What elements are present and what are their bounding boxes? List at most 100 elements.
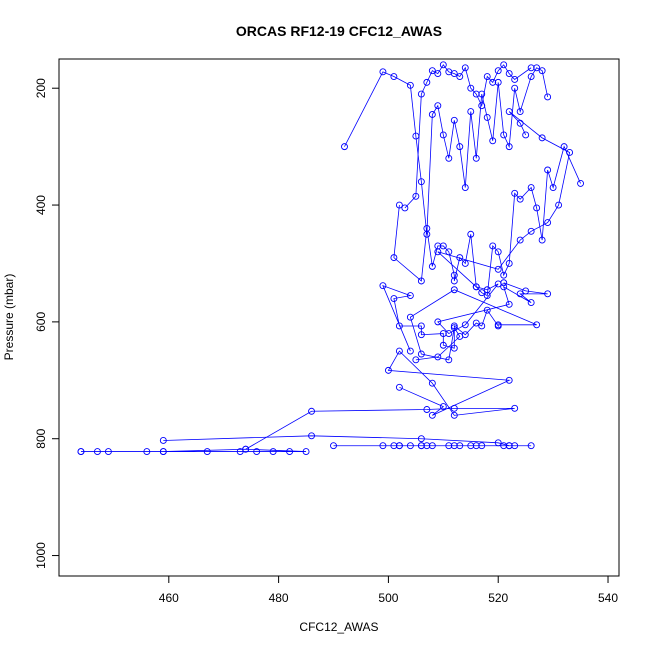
data-point xyxy=(428,379,436,387)
series-3 xyxy=(330,442,535,450)
data-point xyxy=(417,331,425,339)
data-point xyxy=(406,347,414,355)
data-point xyxy=(505,143,513,151)
x-tick-label: 500 xyxy=(378,591,398,605)
series-line xyxy=(382,284,537,361)
y-tick-label: 600 xyxy=(34,312,48,332)
data-point xyxy=(456,442,464,450)
series-5 xyxy=(379,282,541,364)
series-line xyxy=(163,435,510,447)
data-point xyxy=(417,277,425,285)
data-point xyxy=(516,195,524,203)
data-point xyxy=(390,73,398,80)
data-point xyxy=(308,407,315,415)
data-point xyxy=(489,137,497,145)
data-point xyxy=(500,283,508,291)
data-point xyxy=(472,90,480,98)
series-8 xyxy=(341,64,552,238)
data-point xyxy=(406,442,414,450)
data-point xyxy=(439,330,447,338)
data-point xyxy=(395,347,403,355)
data-point xyxy=(522,131,530,139)
data-point xyxy=(511,84,519,92)
data-point xyxy=(467,108,475,116)
data-point xyxy=(395,383,403,391)
data-point xyxy=(544,290,552,298)
data-point xyxy=(428,442,436,450)
data-point xyxy=(308,432,315,440)
data-point xyxy=(450,70,458,78)
data-point xyxy=(467,230,475,238)
plot-frame xyxy=(58,58,620,577)
data-point xyxy=(505,376,513,384)
data-point xyxy=(423,406,431,413)
data-point xyxy=(77,448,85,456)
data-point xyxy=(472,442,480,450)
data-point xyxy=(412,192,420,200)
data-point xyxy=(527,442,535,450)
data-point xyxy=(456,333,464,340)
data-point xyxy=(450,286,458,294)
data-point xyxy=(417,350,425,358)
data-point xyxy=(417,435,425,443)
data-point xyxy=(461,64,469,72)
y-tick-label: 400 xyxy=(34,195,48,215)
data-point xyxy=(555,201,563,209)
data-point xyxy=(461,184,469,191)
data-point xyxy=(242,445,250,453)
data-point xyxy=(406,292,414,300)
data-point xyxy=(434,353,442,361)
data-point xyxy=(450,442,458,450)
data-point xyxy=(390,295,398,302)
data-point xyxy=(527,64,535,72)
data-point xyxy=(478,102,486,110)
x-tick-label: 460 xyxy=(159,591,179,605)
x-tick-label: 520 xyxy=(488,591,508,605)
data-point xyxy=(516,119,524,127)
data-point xyxy=(489,242,497,250)
data-point xyxy=(527,184,535,191)
data-point xyxy=(456,254,464,262)
data-point xyxy=(494,67,502,75)
data-point xyxy=(93,448,101,456)
x-tick-label: 540 xyxy=(598,591,618,605)
x-axis: 460 480 500 520 540 xyxy=(159,576,618,605)
data-point xyxy=(203,448,211,456)
data-point xyxy=(450,277,458,285)
data-point xyxy=(412,356,420,364)
data-point xyxy=(456,73,464,80)
y-axis: 200 400 600 800 1000 xyxy=(34,78,59,569)
data-point xyxy=(494,280,502,288)
series-9 xyxy=(401,61,535,212)
data-point xyxy=(505,70,513,78)
data-point xyxy=(390,254,398,262)
series-line xyxy=(245,350,515,450)
data-point xyxy=(434,102,442,110)
data-point xyxy=(544,93,552,101)
data-point xyxy=(423,230,431,238)
data-point xyxy=(483,292,491,300)
data-point xyxy=(434,242,442,250)
data-point xyxy=(516,290,524,298)
data-point xyxy=(417,442,425,450)
data-point xyxy=(428,262,436,270)
data-point xyxy=(330,442,337,450)
data-point xyxy=(450,116,458,124)
data-point xyxy=(533,64,541,72)
data-point xyxy=(538,236,546,244)
data-point xyxy=(478,442,486,450)
series-4 xyxy=(242,347,519,453)
data-point xyxy=(467,442,475,450)
data-point xyxy=(544,219,552,227)
data-point xyxy=(384,366,392,374)
data-point xyxy=(379,68,387,76)
data-point xyxy=(456,143,464,151)
y-tick-label: 200 xyxy=(34,78,48,98)
data-point xyxy=(472,283,480,291)
data-point xyxy=(527,73,535,80)
data-point xyxy=(527,299,535,307)
data-point xyxy=(500,271,508,279)
data-point xyxy=(406,313,414,321)
data-point xyxy=(286,448,294,456)
data-point xyxy=(533,321,541,329)
